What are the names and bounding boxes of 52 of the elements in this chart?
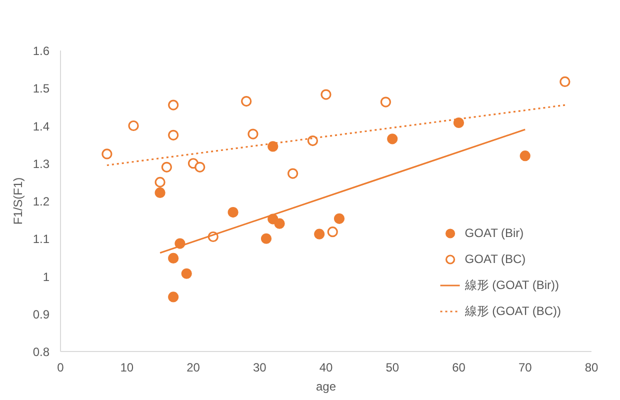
x-tick-label: 20 (186, 360, 200, 374)
x-tick-label: 60 (452, 360, 466, 374)
y-tick-label: 0.8 (32, 345, 50, 359)
legend-label: GOAT (BC) (464, 252, 526, 266)
x-tick-label: 80 (584, 360, 598, 374)
point (334, 213, 345, 224)
legend-label: 線形 (GOAT (BC)) (464, 302, 561, 320)
point (380, 96, 392, 108)
point (154, 187, 166, 198)
point (453, 117, 464, 128)
y-tick-label: 1.3 (32, 156, 50, 171)
point (161, 162, 172, 172)
point (241, 96, 252, 107)
point (288, 168, 298, 179)
y-axis-title: F1/S(F1) (10, 177, 25, 225)
y-tick-label: 1 (42, 270, 50, 284)
point (268, 141, 278, 152)
x-tick-label: 50 (386, 360, 400, 374)
y-tick-label: 0.9 (32, 307, 50, 322)
y-tick-label: 1.5 (32, 82, 50, 96)
point (248, 128, 258, 140)
point (314, 228, 325, 240)
x-tick-label: 70 (518, 360, 532, 374)
x-tick-label: 0 (57, 360, 64, 374)
y-tick-label: 1.6 (32, 44, 50, 58)
x-tick-label: 40 (319, 360, 333, 374)
point (168, 130, 179, 140)
legend-label: 線形 (GOAT (Bir)) (464, 276, 559, 294)
point (307, 136, 318, 146)
point (181, 268, 192, 279)
point (320, 89, 332, 100)
x-tick-label: 30 (252, 360, 267, 374)
point (560, 76, 570, 88)
point (274, 218, 285, 229)
point (168, 292, 179, 302)
point (168, 252, 179, 264)
point (327, 226, 338, 238)
point (260, 233, 272, 244)
y-tick-label: 1.4 (32, 119, 50, 134)
point (228, 206, 238, 218)
legend-label: GOAT (Bir) (464, 226, 524, 240)
point (387, 134, 398, 144)
point (520, 150, 530, 162)
point (194, 162, 206, 172)
point (154, 176, 166, 188)
x-tick-label: 10 (120, 360, 134, 374)
y-tick-label: 1.2 (32, 194, 50, 208)
point (128, 120, 139, 132)
point (102, 148, 112, 160)
point (168, 100, 179, 110)
x-axis-title: age (316, 380, 336, 394)
y-tick-label: 1.1 (32, 232, 50, 246)
